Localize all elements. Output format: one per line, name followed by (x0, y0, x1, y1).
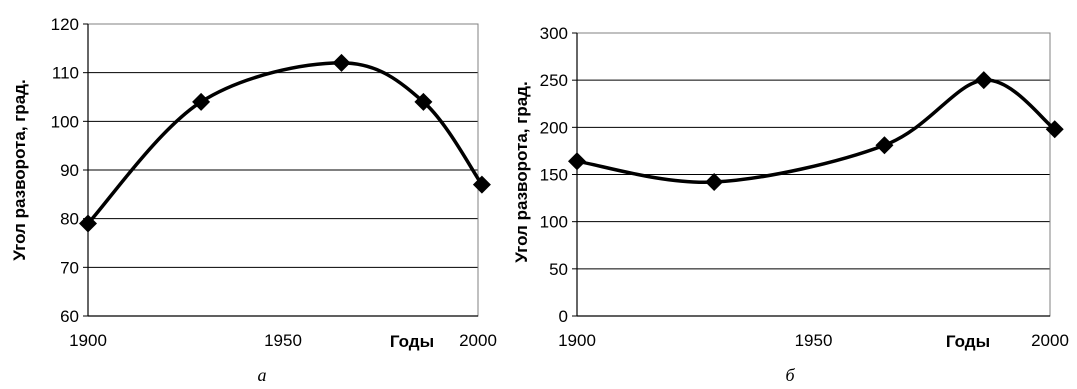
data-point-marker (568, 152, 586, 171)
y-tick-label: 120 (51, 15, 79, 34)
data-point-marker (79, 214, 97, 233)
y-tick-label: 70 (60, 258, 79, 277)
data-point-marker (472, 175, 491, 194)
y-tick-label: 150 (540, 166, 568, 185)
y-tick-label: 80 (60, 210, 79, 229)
x-tick-label: 1900 (69, 331, 107, 350)
panel-label: а (258, 365, 267, 385)
y-tick-label: 90 (60, 161, 79, 180)
y-tick-label: 100 (540, 213, 568, 232)
data-point-marker (974, 71, 993, 90)
y-axis-title: Угол разворота, град. (512, 81, 531, 262)
y-tick-label: 200 (540, 118, 568, 137)
chart-panel-1: 60 70 80 90 100 110 120 1900 1950 2000 Угол развор… (10, 15, 497, 385)
y-tick-label: 50 (549, 260, 568, 279)
y-tick-label: 60 (60, 307, 79, 326)
y-tick-label: 300 (540, 24, 568, 43)
data-point-marker (875, 136, 894, 155)
data-point-marker (414, 92, 433, 111)
x-tick-label: 1950 (795, 331, 833, 350)
data-point-marker (192, 92, 211, 111)
x-tick-label: 2000 (1031, 331, 1069, 350)
x-tick-label: 1900 (558, 331, 596, 350)
y-tick-label: 100 (51, 112, 79, 131)
y-axis-title: Угол разворота, град. (10, 79, 29, 260)
x-tick-label: 2000 (459, 331, 497, 350)
x-axis-title: Годы (390, 332, 434, 351)
series-line (86, 61, 484, 225)
panel-label: б (785, 365, 795, 385)
data-point-marker (332, 53, 351, 72)
x-tick-label: 1950 (264, 331, 302, 350)
y-tick-label: 0 (559, 307, 568, 326)
chart-panel-2: 0 50 100 150 200 250 300 1900 1950 2000 Угол разво… (512, 24, 1069, 385)
x-axis-title: Годы (946, 332, 990, 351)
y-tick-label: 250 (540, 71, 568, 90)
data-point-marker (705, 173, 724, 192)
series-line (576, 78, 1056, 185)
data-point-marker (1045, 120, 1064, 139)
y-tick-label: 110 (52, 64, 79, 83)
